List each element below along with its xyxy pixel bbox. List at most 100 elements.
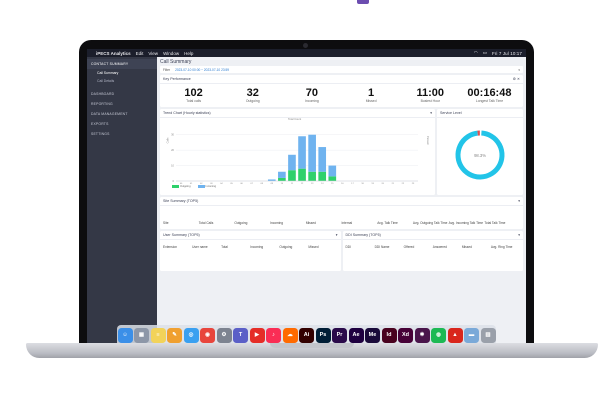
y-tick-label: 20 xyxy=(171,148,174,152)
x-tick-label: 12 xyxy=(301,183,304,185)
close-icon[interactable]: ✕ xyxy=(516,77,520,81)
menu-edit[interactable]: Edit xyxy=(135,50,144,56)
battery-icon[interactable]: ▭ xyxy=(482,50,487,55)
menu-view[interactable]: View xyxy=(148,50,159,56)
mac-dock: ☺ ▦ ≡ ✎ ◎ ◉ ⚙ T ▶ ♪ ☁ Ai Ps Pr Ae Me Id Xd ✱ ◍ ▲ ▬ ▥ xyxy=(117,325,496,345)
legend-incoming[interactable]: Incoming xyxy=(197,185,216,188)
wifi-icon[interactable]: ◠ xyxy=(473,50,478,55)
column-header[interactable]: DDI xyxy=(345,245,352,250)
column-header[interactable]: Avg. Ring Time xyxy=(490,245,513,250)
column-header[interactable]: Extension xyxy=(163,245,177,250)
column-header[interactable]: Offered xyxy=(403,245,415,250)
menu-window[interactable]: Window xyxy=(163,50,180,56)
x-tick-label: 18 xyxy=(361,183,364,185)
chevron-down-icon[interactable]: ▾ xyxy=(518,199,520,203)
menubar-clock[interactable]: Fri 7 Jul 10:17 xyxy=(491,50,522,56)
safari-icon[interactable]: ◎ xyxy=(183,327,199,343)
column-header[interactable]: Avg. Talk Time xyxy=(377,221,398,226)
kpi-busiest-hour: 11:00 Busiest Hour xyxy=(401,87,460,103)
cloud-icon[interactable]: ☁ xyxy=(282,327,298,343)
chrome-icon[interactable]: ◉ xyxy=(200,327,215,343)
sidebar-item-reporting[interactable]: REPORTING xyxy=(91,102,113,106)
trend-chart-header: Trend Chart (Hourly statistics) ▾ xyxy=(160,109,435,118)
ddi-summary-columns: DDI DDI Name Offered Answered Missed Avg. Rin… xyxy=(343,240,524,250)
column-header[interactable]: Total xyxy=(221,245,228,250)
slack-icon[interactable]: ✱ xyxy=(414,327,430,343)
column-header[interactable]: Internal xyxy=(341,221,353,226)
chevron-down-icon[interactable]: ▾ xyxy=(335,233,338,237)
y-tick-label: 30 xyxy=(171,133,174,137)
illustrator-icon[interactable]: Ai xyxy=(299,327,314,343)
column-header[interactable]: Total Calls xyxy=(198,221,214,226)
x-tick-label: 20 xyxy=(381,183,384,185)
column-header[interactable]: Site xyxy=(163,221,169,226)
column-header[interactable]: Outgoing xyxy=(279,245,293,250)
aftereffects-icon[interactable]: Ae xyxy=(348,327,364,343)
youtube-icon[interactable]: ▶ xyxy=(249,327,265,343)
folder-icon[interactable]: ▬ xyxy=(464,327,479,343)
app-name[interactable]: iPECS Analytics xyxy=(96,50,131,56)
pencil-icon[interactable]: ✎ xyxy=(167,327,182,343)
mediaencoder-icon[interactable]: Me xyxy=(365,327,380,343)
kpi-longest-talk-time: 00:16:48 Longest Talk Time xyxy=(460,87,519,103)
finder-icon[interactable]: ☺ xyxy=(117,327,133,343)
music-icon[interactable]: ♪ xyxy=(266,327,281,343)
spotify-icon[interactable]: ◍ xyxy=(431,327,446,343)
menu-help[interactable]: Help xyxy=(184,50,194,56)
site-summary-columns: Site Total Calls Outgoing Incoming Missed Int… xyxy=(160,206,523,226)
acrobat-icon[interactable]: ▲ xyxy=(447,327,463,343)
teams-icon[interactable]: T xyxy=(233,327,248,343)
indesign-icon[interactable]: Id xyxy=(381,327,397,343)
column-header[interactable]: User name xyxy=(192,245,208,250)
kpi-total-calls: 102 Total calls xyxy=(164,87,223,103)
bar-outgoing xyxy=(298,168,306,181)
column-header[interactable]: Missed xyxy=(308,245,319,250)
notes-icon[interactable]: ≡ xyxy=(150,327,166,343)
premiere-icon[interactable]: Pr xyxy=(332,327,347,343)
filter-bar[interactable]: Filter 2023-07-10 00:00 ~ 2023-07-10 23:… xyxy=(160,66,523,73)
xd-icon[interactable]: Xd xyxy=(398,327,413,343)
column-header[interactable]: Total Talk Time xyxy=(484,221,506,226)
sidebar-sub-call-summary[interactable]: Call Summary xyxy=(97,71,119,75)
column-header[interactable]: Outgoing xyxy=(234,221,248,226)
camera-icon xyxy=(303,43,308,48)
card-title: Site Summary (TOP5) xyxy=(163,199,199,203)
sidebar-item-exports[interactable]: EXPORTS xyxy=(91,122,109,126)
bar-incoming xyxy=(328,165,337,177)
column-header[interactable]: Answered xyxy=(432,245,447,250)
column-header[interactable]: Missed xyxy=(305,221,316,226)
laptop-bezel: iPECS Analytics Edit View Window Help ◠ … xyxy=(79,40,534,346)
chart-legend: Outgoing Incoming xyxy=(172,185,216,188)
sidebar-item-contact-summary[interactable]: CONTACT SUMMARY xyxy=(87,59,157,69)
sidebar-item-settings[interactable]: SETTINGS xyxy=(91,132,110,136)
photoshop-icon[interactable]: Ps xyxy=(315,327,331,343)
column-header[interactable]: Avg. Outgoing Talk Time xyxy=(412,221,448,226)
legend-outgoing[interactable]: Outgoing xyxy=(172,185,191,188)
x-tick-label: 14 xyxy=(321,183,324,185)
mac-menubar: iPECS Analytics Edit View Window Help ◠ … xyxy=(87,49,526,57)
sidebar-item-dashboard[interactable]: DASHBOARD xyxy=(91,92,115,96)
bar-incoming xyxy=(308,134,316,172)
charts-row: Trend Chart (Hourly statistics) ▾ Total … xyxy=(160,109,523,195)
sidebar-sub-call-details[interactable]: Call Details xyxy=(97,79,115,83)
chevron-down-icon[interactable]: ▾ xyxy=(518,233,520,237)
settings-icon[interactable]: ⚙ xyxy=(512,77,516,81)
x-tick-label: 22 xyxy=(402,183,405,185)
launchpad-icon[interactable]: ▦ xyxy=(134,327,149,343)
column-header[interactable]: Incoming xyxy=(250,245,264,250)
x-tick-label: 15 xyxy=(331,183,334,185)
header-spacer xyxy=(198,199,518,203)
column-header[interactable]: Avg. Incoming Talk Time xyxy=(448,221,484,226)
trash-icon[interactable]: ▥ xyxy=(480,327,496,343)
filter-date-range[interactable]: 2023-07-10 00:00 ~ 2023-07-10 23:59 xyxy=(175,67,230,72)
x-tick-label: 09 xyxy=(271,183,274,185)
sidebar-item-data-management[interactable]: DATA MANAGEMENT xyxy=(91,112,128,116)
column-header[interactable]: Incoming xyxy=(270,221,284,226)
settings-icon[interactable]: ⚙ xyxy=(216,327,232,343)
bar-outgoing xyxy=(318,171,327,181)
chevron-down-icon[interactable]: ▾ xyxy=(518,67,520,72)
chevron-down-icon[interactable]: ▾ xyxy=(430,111,432,115)
column-header[interactable]: DDI Name xyxy=(374,245,390,250)
column-header[interactable]: Missed xyxy=(461,245,472,250)
y-tick-label: 10 xyxy=(171,164,174,168)
